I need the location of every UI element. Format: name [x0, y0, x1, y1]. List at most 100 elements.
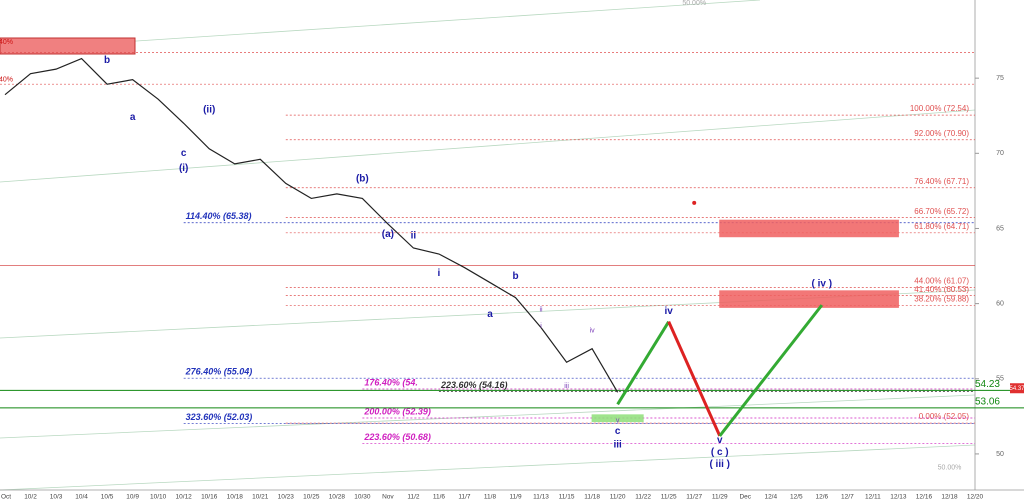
projection [667, 321, 722, 437]
zone [591, 414, 644, 423]
y-tick-label: 75 [996, 75, 1004, 82]
wave-label: c [181, 148, 187, 159]
x-tick-label: 10/23 [278, 494, 295, 501]
fib-label: 223.60% (50.68) [363, 432, 431, 442]
fib-label: 114.40% (65.38) [186, 211, 252, 221]
projection [616, 320, 670, 406]
x-tick-label: Oct [1, 494, 11, 501]
x-tick-label: 11/25 [661, 494, 677, 501]
wave-label: a [487, 309, 493, 320]
x-tick-label: 12/6 [816, 494, 829, 501]
fib-label: 92.00% (70.90) [914, 129, 969, 138]
wave-label: i [438, 268, 441, 279]
x-tick-label: 12/4 [764, 494, 777, 501]
x-tick-label: 10/10 [150, 494, 167, 501]
x-tick-label: 11/27 [686, 494, 702, 501]
channel-line [0, 394, 976, 439]
x-tick-label: 10/21 [252, 494, 269, 501]
fib-label: 176.40% (54. [364, 377, 418, 387]
wave-label: a [130, 112, 136, 123]
wave-label: b [104, 55, 110, 66]
channel-lines [0, 0, 976, 491]
x-tick-label: 10/28 [329, 494, 346, 501]
wave-label: .40% [0, 77, 13, 84]
x-tick-label: Dec [739, 494, 751, 501]
x-tick-label: 11/8 [484, 494, 497, 501]
marker-label: 54.23 [975, 379, 1000, 390]
x-tick-label: 11/15 [559, 494, 575, 501]
x-tick-label: 11/7 [458, 494, 471, 501]
wave-label: (b) [356, 174, 369, 185]
point [692, 200, 697, 205]
x-tick-label: 12/20 [967, 494, 984, 501]
wave-label: iv [665, 306, 674, 317]
fib-label: 41.40% (60.53) [914, 285, 969, 294]
x-tick-label: 10/4 [75, 494, 88, 501]
fib-label: 76.40% (67.71) [914, 177, 969, 186]
fib-label: 323.60% (52.03) [186, 412, 253, 422]
y-tick-label: 55 [996, 376, 1004, 383]
zone [719, 219, 899, 238]
x-tick-label: 12/5 [790, 494, 803, 501]
channel-line [0, 444, 976, 491]
x-tick-label: 12/13 [890, 494, 907, 501]
x-tick-label: 10/12 [176, 494, 193, 501]
x-tick-label: 11/13 [533, 494, 549, 501]
x-tick-label: 12/7 [841, 494, 854, 501]
x-tick-label: 11/9 [509, 494, 522, 501]
price-tag [1010, 383, 1024, 394]
price-tag-label: 54.37 [1009, 386, 1024, 392]
y-tick-label: 50 [996, 451, 1004, 458]
fib-label: 200.00% (52.39) [363, 406, 431, 416]
wave-label: ( iv ) [812, 279, 833, 290]
fib-label: 0.00% (52.05) [919, 412, 970, 421]
y-tick-label: 60 [996, 300, 1004, 307]
x-tick-label: 11/6 [433, 494, 446, 501]
x-tick-label: 10/2 [24, 494, 37, 501]
fib-label: 61.80% (64.71) [914, 222, 969, 231]
wave-label: 50.00% [938, 464, 962, 471]
fib-label: 276.40% (55.04) [185, 367, 253, 377]
wave-label: iii [613, 440, 622, 451]
x-tick-label: 11/2 [407, 494, 420, 501]
channel-line [0, 109, 976, 183]
x-tick-label: 11/22 [635, 494, 651, 501]
x-tick-label: 10/30 [354, 494, 371, 501]
wave-label: iii [564, 383, 569, 390]
fib-label: 100.00% (72.54) [910, 104, 969, 113]
wave-label: v [717, 435, 723, 446]
x-tick-label: 11/29 [712, 494, 728, 501]
wave-label: ii [539, 306, 543, 313]
x-tick-label: 10/9 [126, 494, 139, 501]
x-tick-label: 10/25 [303, 494, 320, 501]
x-tick-label: Nov [382, 494, 394, 501]
x-tick-label: 11/18 [584, 494, 600, 501]
wave-label: v [616, 418, 620, 425]
price-line [4, 57, 619, 393]
x-tick-label: 12/18 [941, 494, 958, 501]
x-tick-label: 12/16 [916, 494, 933, 501]
wave-label: iv [590, 328, 596, 335]
fib-label: 66.70% (65.72) [914, 207, 969, 216]
wave-label: (a) [382, 229, 394, 240]
wave-label: ( iii ) [709, 459, 730, 470]
top-zone [0, 37, 136, 55]
x-tick-label: 12/11 [865, 494, 881, 501]
x-tick-label: 11/20 [610, 494, 626, 501]
wave-label: .40% [0, 39, 13, 46]
x-tick-label: 10/3 [50, 494, 63, 501]
marker-label: 53.06 [975, 397, 1000, 408]
wave-label: i [540, 323, 542, 330]
x-tick-label: 10/5 [101, 494, 114, 501]
wave-label: (i) [179, 163, 188, 174]
wave-label: 50.00% [682, 0, 706, 7]
fib-label: 44.00% (61.07) [914, 277, 969, 286]
y-tick-label: 65 [996, 225, 1004, 232]
x-tick-label: 10/18 [227, 494, 244, 501]
wave-label: (ii) [203, 104, 215, 115]
zone [719, 290, 899, 308]
wave-label: ii [411, 231, 417, 242]
wave-label: b [512, 271, 518, 282]
wave-label: c [615, 426, 621, 437]
